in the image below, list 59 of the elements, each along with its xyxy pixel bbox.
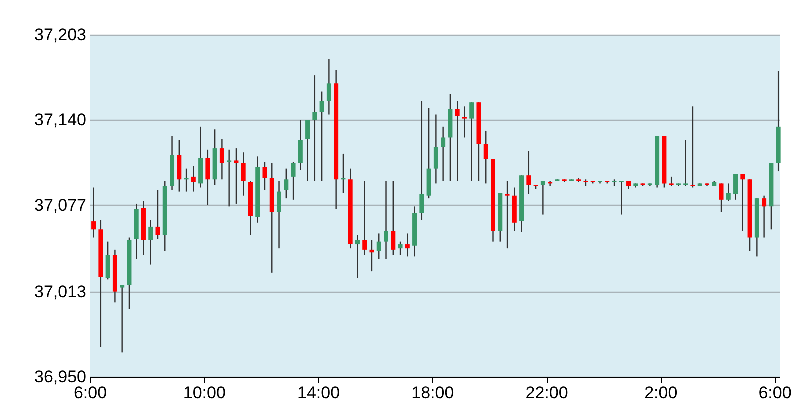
x-tick-label: 6:00 [758, 384, 792, 402]
candlestick [405, 233, 410, 258]
candlestick [455, 100, 460, 182]
candlestick [277, 180, 282, 250]
candlestick [420, 100, 424, 221]
candlestick [227, 149, 232, 208]
candlestick [526, 150, 532, 196]
candlestick [734, 174, 738, 201]
candlestick [291, 161, 296, 201]
candlestick [434, 114, 438, 184]
candlestick [505, 180, 510, 250]
x-tick-label: 22:00 [526, 384, 568, 402]
candlestick [220, 138, 224, 180]
candlestick [362, 180, 368, 256]
candlestick [234, 148, 239, 205]
candlestick [441, 126, 446, 182]
candlestick [726, 183, 731, 202]
y-tick-label: 37,203 [34, 26, 86, 44]
candlestick [690, 106, 696, 188]
candlestick [320, 91, 324, 182]
candlestick [241, 152, 246, 196]
x-tick-label: 18:00 [412, 384, 454, 402]
candlestick [376, 233, 382, 260]
candlestick [156, 190, 160, 240]
candlestick [284, 168, 289, 200]
candlestick [384, 180, 389, 260]
candlestick [484, 130, 488, 184]
candlestick [262, 161, 268, 192]
candlestick [148, 220, 154, 266]
candlestick [106, 241, 110, 280]
y-tick-label: 37,013 [34, 282, 86, 302]
candlestick [370, 240, 374, 272]
candlestick [540, 180, 546, 216]
candlestick [306, 120, 310, 182]
candlestick [740, 174, 746, 232]
x-tick-label: 6:00 [74, 384, 108, 402]
candlestick [312, 74, 318, 182]
candlestick [92, 187, 96, 238]
candlestick [191, 166, 196, 192]
candlestick [391, 180, 396, 256]
x-tick-label: 10:00 [183, 384, 226, 402]
candlestick [120, 284, 125, 354]
candlestick [470, 102, 474, 182]
candlestick [355, 234, 360, 279]
candlestick [462, 106, 467, 138]
candlestick [684, 140, 688, 187]
x-tick-label: 2:00 [644, 384, 678, 402]
candlestick [206, 149, 210, 206]
candlestick [326, 58, 332, 116]
candlestick [719, 183, 724, 213]
y-tick-label: 36,950 [34, 368, 86, 386]
candlestick [398, 241, 403, 256]
y-tick-label: 37,077 [34, 196, 86, 215]
x-tick-label: 14:00 [297, 384, 340, 402]
candlestick [762, 195, 767, 238]
candlestick [619, 180, 624, 216]
candlestick [298, 120, 303, 171]
candlestick [669, 176, 674, 187]
y-tick-label: 37,140 [34, 110, 86, 130]
